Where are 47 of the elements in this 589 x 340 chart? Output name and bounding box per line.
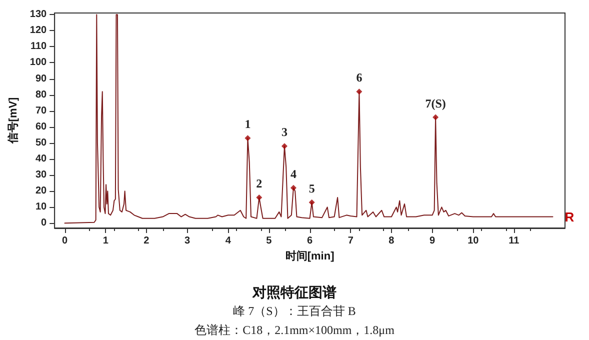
annotation: 2 <box>256 176 262 191</box>
annotation: 3 <box>281 125 288 140</box>
y-tick-label: 0 <box>41 218 48 229</box>
y-tick-label: 100 <box>30 57 48 68</box>
x-tick-label: 10 <box>468 236 480 246</box>
point <box>290 184 296 191</box>
point <box>244 135 251 142</box>
point <box>356 88 362 95</box>
y-tick-label: 80 <box>35 89 48 100</box>
x-tick-label: 0 <box>62 236 68 246</box>
x-tick-label: 11 <box>508 236 520 246</box>
text: 对照特征图谱 <box>252 284 336 300</box>
x-tick-label: 9 <box>430 236 436 246</box>
x-axis-title: 时间[min] <box>285 249 335 262</box>
x-tick-label: 7 <box>348 236 354 246</box>
annotation: 6 <box>356 70 362 85</box>
y-tick-label: 70 <box>35 105 48 116</box>
x-tick-label: 5 <box>266 236 272 246</box>
text: 峰 7（S）：王百合苷 B <box>233 304 356 318</box>
y-tick-label: 40 <box>35 154 48 165</box>
x-tick-label: 2 <box>144 236 150 246</box>
line-series <box>64 14 554 224</box>
x-tick-label: 6 <box>307 236 314 246</box>
y-tick-label: 50 <box>35 137 48 148</box>
annotation: 5 <box>308 181 315 196</box>
x-tick-label: 4 <box>225 236 232 246</box>
y-tick-label: 60 <box>35 121 48 132</box>
point <box>281 143 288 150</box>
x-tick-label: 3 <box>184 236 191 246</box>
y-tick-label: 110 <box>30 41 48 52</box>
text: 色谱柱：C18，2.1mm×100mm，1.8μm <box>194 323 396 337</box>
y-tick-label: 20 <box>35 186 48 197</box>
point <box>308 199 315 206</box>
y-tick-label: 120 <box>30 25 48 36</box>
y-tick-label: 30 <box>35 170 48 181</box>
y-tick-label: 10 <box>35 202 48 213</box>
annotation: 4 <box>290 166 296 181</box>
annotation: 1 <box>244 117 251 132</box>
series-label: R <box>564 209 575 224</box>
point <box>256 194 262 201</box>
y-axis-title: 信号[mV] <box>6 96 20 145</box>
x-tick-label: 1 <box>102 236 109 246</box>
x-tick-label: 8 <box>388 236 395 246</box>
y-tick-label: 130 <box>30 9 48 20</box>
y-tick-label: 90 <box>35 73 48 84</box>
annotation: 7(S) <box>425 96 446 110</box>
point <box>432 114 439 120</box>
